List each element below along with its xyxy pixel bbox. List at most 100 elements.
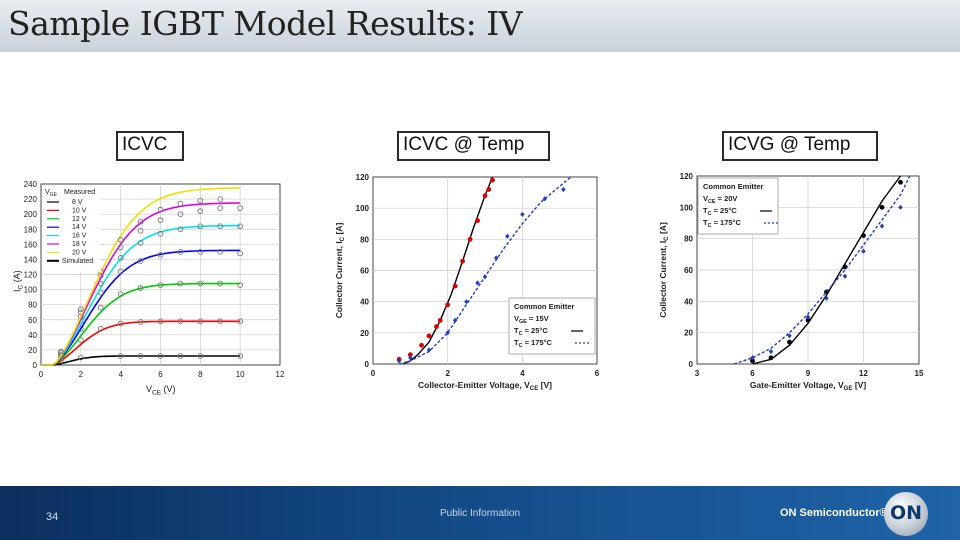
- measured-point: [237, 223, 244, 230]
- measured-point: [482, 274, 488, 280]
- measured-point: [157, 252, 164, 258]
- measured-point: [898, 204, 903, 210]
- y-tick-label-1: 80: [360, 235, 369, 244]
- measured-point: [117, 268, 124, 275]
- y-tick-label-1: 100: [356, 204, 370, 213]
- measured-point: [197, 208, 204, 215]
- measured-point: [217, 223, 224, 230]
- charts-canvas: 0 2 4 6 8 10 120204060801001201401601802002202…: [12, 172, 924, 396]
- measured-point: [452, 283, 458, 289]
- measured-point: [520, 211, 525, 217]
- series-line-1-0: [402, 176, 494, 365]
- measured-point: [482, 193, 488, 199]
- legend-title-measured: Measured: [64, 189, 95, 196]
- measured-point: [177, 211, 184, 218]
- legend-box-1: [508, 297, 596, 355]
- y-axis-label-1: Collector Current, IC [A]: [334, 223, 346, 319]
- x-tick-label-1: 4: [520, 369, 525, 378]
- measured-point: [97, 325, 104, 332]
- footer-bar: 34 Public Information ON Semiconductor® …: [0, 486, 960, 540]
- measured-point: [237, 282, 244, 288]
- y-tick-label-0: 180: [24, 225, 38, 234]
- measured-point: [217, 249, 224, 255]
- legend-line-1: TC = 175°C: [514, 338, 553, 349]
- measured-point: [805, 314, 811, 320]
- x-tick-label-0: 10: [236, 370, 245, 379]
- series-line-10V-gate: [41, 320, 241, 366]
- measured-point: [217, 205, 224, 211]
- x-tick-label-2: 3: [695, 369, 700, 378]
- measured-point: [879, 204, 885, 210]
- measured-point: [768, 355, 774, 361]
- on-logo: ON: [884, 492, 928, 536]
- measured-point: [408, 355, 413, 361]
- y-tick-label-0: 120: [24, 271, 38, 280]
- x-tick-label-2: 6: [750, 369, 755, 378]
- measured-point: [426, 347, 432, 353]
- y-tick-label-2: 60: [684, 266, 693, 275]
- measured-point: [419, 342, 424, 348]
- y-tick-label-0: 0: [33, 361, 38, 370]
- measured-point: [475, 218, 480, 224]
- measured-point: [197, 197, 204, 204]
- measured-point: [505, 233, 510, 239]
- y-tick-label-2: 120: [680, 172, 694, 181]
- measured-point: [217, 280, 224, 287]
- legend-label: 8 V: [72, 199, 83, 206]
- y-tick-label-0: 200: [24, 210, 38, 219]
- y-tick-label-2: 80: [684, 235, 693, 244]
- measured-point: [824, 295, 829, 301]
- x-tick-label-1: 0: [371, 369, 376, 378]
- legend-label-simulated: Simulated: [62, 258, 93, 265]
- measured-point: [445, 302, 451, 308]
- measured-point: [426, 333, 432, 339]
- logo-text: ON: [889, 502, 923, 524]
- measured-point: [407, 352, 413, 358]
- x-tick-label-2: 15: [915, 369, 924, 378]
- y-tick-label-1: 20: [360, 329, 369, 338]
- measured-point: [157, 230, 164, 237]
- measured-point: [117, 320, 124, 327]
- x-axis-label-0: VCE (V): [146, 384, 176, 396]
- measured-point: [157, 206, 164, 213]
- measured-point: [237, 205, 244, 211]
- measured-point: [197, 353, 204, 359]
- measured-point: [157, 282, 164, 288]
- measured-point: [137, 239, 144, 246]
- legend-line-1: Common Emitter: [514, 302, 575, 311]
- legend-line-2: VCE = 20V: [703, 194, 737, 205]
- y-tick-label-0: 60: [28, 316, 37, 325]
- measured-point: [58, 348, 64, 355]
- y-tick-label-0: 80: [28, 301, 37, 310]
- y-axis-label-0: IC (A): [12, 270, 24, 292]
- y-tick-label-1: 0: [365, 360, 370, 369]
- measured-point: [117, 291, 124, 297]
- measured-point: [805, 317, 811, 323]
- y-tick-label-2: 20: [684, 329, 693, 338]
- measured-point: [157, 353, 164, 359]
- y-axis-label-2: Collector Current, IC [A]: [658, 222, 670, 318]
- measured-point: [217, 318, 224, 325]
- measured-point: [117, 353, 124, 359]
- measured-point: [117, 255, 124, 261]
- x-tick-label-0: 6: [158, 370, 163, 379]
- measured-point: [177, 280, 184, 287]
- legend-title: VGE: [45, 189, 58, 198]
- y-tick-label-0: 40: [28, 331, 37, 340]
- measured-point: [77, 354, 84, 361]
- y-tick-label-1: 40: [360, 298, 369, 307]
- label-icvc-temp: ICVC @ Temp: [397, 131, 550, 161]
- measured-point: [898, 179, 903, 185]
- x-axis-label-1: Collector-Emitter Voltage, VCE [V]: [418, 380, 552, 392]
- y-tick-label-0: 20: [28, 346, 37, 355]
- measured-point: [117, 236, 124, 243]
- measured-point: [437, 317, 443, 323]
- measured-point: [177, 200, 184, 207]
- measured-point: [177, 249, 184, 255]
- legend-box-2: [697, 177, 779, 235]
- measured-point: [217, 196, 224, 202]
- measured-point: [177, 226, 184, 233]
- measured-point: [396, 358, 402, 364]
- y-tick-label-0: 160: [24, 240, 38, 249]
- series-line-20V-gate: [41, 187, 241, 366]
